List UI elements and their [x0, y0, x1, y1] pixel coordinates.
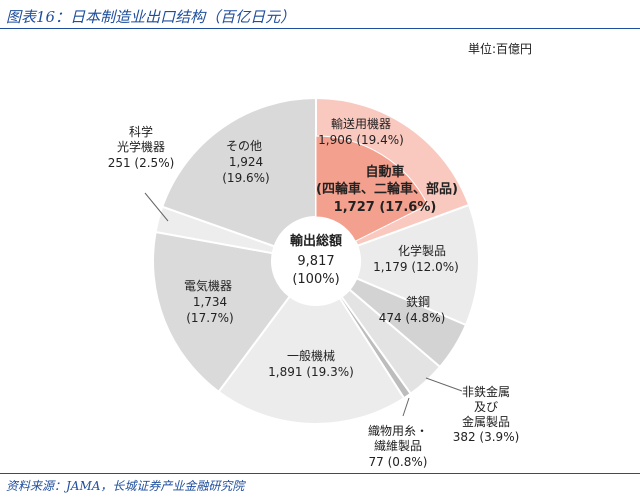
- label-name-4-0: 織物用糸・: [368, 424, 428, 438]
- pie-sub-slice: [315, 135, 429, 242]
- pie-slice-8: [161, 96, 317, 248]
- label-value-8-0: 1,924: [229, 155, 263, 169]
- label-name-sub-1-0: (四輪車、二輪車、部品): [316, 181, 458, 197]
- label-value-1-0: 1,179 (12.0%): [373, 260, 459, 274]
- label-value-4-0: 77 (0.8%): [369, 455, 428, 469]
- pie-slice-6: [152, 230, 292, 394]
- label-value-6-0: 1,734: [193, 295, 227, 309]
- label-pct-6-0: (17.7%): [186, 311, 233, 325]
- pie-chart: 輸出総額 9,817 (100%) 輸送用機器 1,906 (19.4%) 自動車(四輪車…: [108, 96, 520, 469]
- label-value-0-0: 1,906 (19.4%): [318, 133, 404, 147]
- pie-center-hole: [273, 218, 359, 304]
- label-name-1-0: 化学製品: [398, 243, 446, 258]
- unit-label: 単位:百億円: [467, 42, 532, 56]
- label-name-3-2: 金属製品: [462, 414, 510, 429]
- label-name-sub-0-0: 自動車: [365, 164, 404, 180]
- pie-slice-1: [355, 203, 480, 327]
- figure-title: 图表16：日本制造业出口结构（百亿日元）: [6, 8, 296, 26]
- label-name-8-0: その他: [226, 139, 262, 153]
- center-label-value-0: 9,817: [297, 254, 334, 269]
- source-note: 资料来源：JAMA，长城证券产业金融研究院: [6, 479, 245, 493]
- label-value-2-0: 474 (4.8%): [379, 311, 446, 325]
- label-name-4-1: 繊維製品: [374, 439, 422, 453]
- leader-line-3: [425, 377, 463, 392]
- label-value-3-0: 382 (3.9%): [453, 430, 520, 444]
- center-label-title-0: 輸出総額: [290, 233, 342, 249]
- label-name-2-0: 鉄鋼: [406, 294, 430, 309]
- center-label-value-1: (100%): [292, 272, 339, 287]
- label-name-5-0: 一般機械: [287, 348, 335, 363]
- leader-line-7: [144, 192, 169, 222]
- label-pct-8-0: (19.6%): [222, 171, 269, 185]
- label-name-7-1: 光学機器: [117, 139, 165, 154]
- leader-line-4: [402, 397, 410, 417]
- pie-slice-5: [217, 294, 406, 425]
- title-rule: [0, 28, 640, 29]
- label-value-7-0: 251 (2.5%): [108, 156, 175, 170]
- source-rule: [0, 473, 640, 474]
- label-name-7-0: 科学: [129, 124, 153, 139]
- label-value-5-0: 1,891 (19.3%): [268, 365, 354, 379]
- label-value-sub-0: 1,727 (17.6%): [334, 200, 437, 215]
- label-name-3-0: 非鉄金属: [462, 384, 510, 399]
- label-name-0-0: 輸送用機器: [331, 116, 391, 131]
- label-name-6-0: 電気機器: [184, 278, 232, 293]
- label-name-3-1: 及び: [474, 400, 498, 414]
